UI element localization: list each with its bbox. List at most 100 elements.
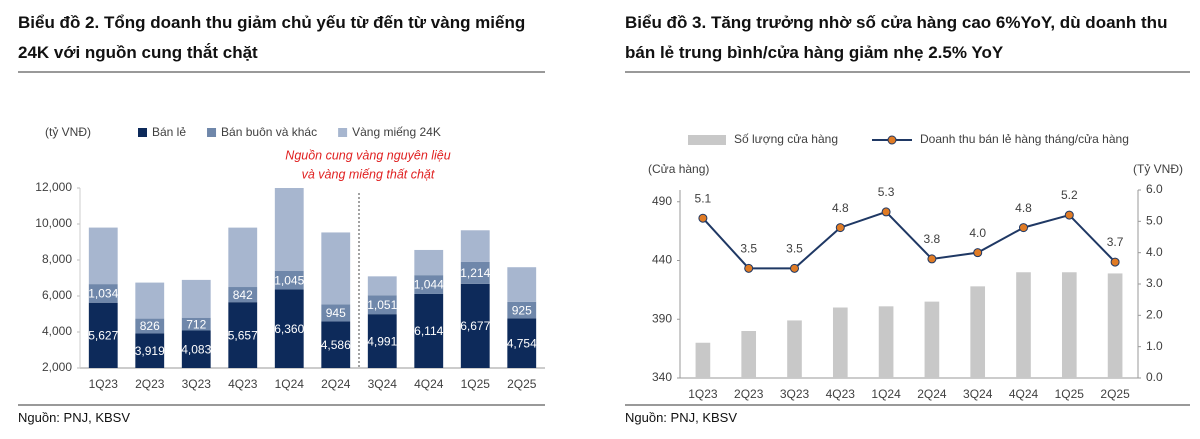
legend-label: Số lượng cửa hàng [734,132,838,146]
data-label: 1,034 [88,287,118,301]
bar [787,320,802,378]
bar-segment [228,287,258,303]
data-label: 4.0 [969,226,986,240]
bar-segment [228,302,258,368]
x-tick-label: 4Q23 [826,387,856,401]
marker [881,207,891,217]
data-label: 842 [233,288,253,302]
marker [835,223,845,233]
bar [1107,273,1123,378]
x-tick-label: 2Q24 [917,387,947,401]
x-tick-label: 2Q23 [135,377,165,391]
bar-segment [460,283,490,368]
marker [744,263,754,273]
legend-label: Doanh thu bán lẻ hàng tháng/cửa hàng [920,132,1129,146]
x-tick-label: 2Q25 [507,377,537,391]
data-label: 4,083 [181,342,211,356]
data-label: 5.2 [1061,188,1078,202]
data-label: 1,045 [274,273,304,287]
data-label: 4,754 [507,336,537,350]
y2-axis-label: (Tỷ VNĐ) [1133,162,1183,176]
y-tick-label: 4,000 [42,324,72,338]
annotation: và vàng miếng thất chặt [302,167,435,181]
bar-segment [507,301,537,319]
marker [698,213,708,223]
y2-tick-label: 0.0 [1146,370,1163,384]
y-tick-label: 390 [652,311,672,325]
data-label: 3.5 [786,242,803,256]
marker [973,248,983,258]
bar [924,301,940,378]
x-tick-label: 4Q24 [1009,387,1039,401]
y2-tick-label: 6.0 [1146,182,1163,196]
y-tick-label: 440 [652,253,672,267]
x-tick-label: 1Q25 [1055,387,1085,401]
data-label: 5,627 [88,329,118,343]
bar-segment [414,293,444,368]
bar [1061,272,1077,378]
data-label: 3.8 [924,232,941,246]
x-tick-label: 4Q24 [414,377,444,391]
bar-segment [274,289,304,368]
y-tick-label: 6,000 [42,288,72,302]
bar [970,286,986,378]
y2-tick-label: 2.0 [1146,308,1163,322]
y2-tick-label: 4.0 [1146,245,1163,259]
x-tick-label: 2Q25 [1100,387,1130,401]
bar-segment [460,230,490,262]
bar [695,342,711,378]
bar-segment [274,188,304,271]
bar-segment [181,330,211,368]
bar-segment [367,276,397,296]
x-tick-label: 1Q24 [871,387,901,401]
data-label: 4.8 [1015,201,1032,215]
y-tick-label: 12,000 [35,180,72,194]
data-label: 925 [512,303,532,317]
bar [1016,272,1031,378]
bar-segment [181,279,211,318]
x-tick-label: 4Q23 [228,377,258,391]
x-tick-label: 3Q24 [963,387,993,401]
legend-swatch [138,128,147,137]
legend-marker [887,135,897,145]
y-tick-label: 10,000 [35,216,72,230]
bar-segment [367,314,397,368]
bar-segment [414,275,444,294]
data-label: 4,991 [367,334,397,348]
bar-segment [88,227,118,285]
x-tick-label: 3Q23 [780,387,810,401]
bar-segment [135,282,165,319]
y-axis-label: (Cửa hàng) [648,162,709,176]
data-label: 1,214 [460,266,490,280]
data-label: 5.3 [878,185,895,199]
y-tick-label: 340 [652,370,672,384]
bar-segment [321,321,351,368]
data-label: 4.8 [832,201,849,215]
legend-label: Vàng miếng 24K [352,125,441,139]
data-label: 3.5 [740,242,757,256]
y2-tick-label: 5.0 [1146,214,1163,228]
bar-segment [274,270,304,290]
y-tick-label: 490 [652,194,672,208]
x-tick-label: 3Q23 [182,377,212,391]
x-tick-label: 1Q25 [461,377,491,391]
data-label: 6,114 [414,324,443,338]
legend-swatch [207,128,217,137]
x-tick-label: 3Q24 [368,377,398,391]
data-label: 6,360 [274,322,304,336]
bar-segment [414,249,444,276]
data-label: 4,586 [321,338,351,352]
bar-segment [507,267,537,302]
y2-tick-label: 1.0 [1146,339,1163,353]
bar [832,307,848,378]
y-tick-label: 8,000 [42,252,72,266]
x-tick-label: 1Q24 [275,377,305,391]
bar-segment [135,318,165,334]
data-label: 826 [140,319,160,333]
legend-swatch [688,135,726,145]
marker [927,254,937,264]
marker [1064,210,1074,220]
x-tick-label: 1Q23 [688,387,718,401]
